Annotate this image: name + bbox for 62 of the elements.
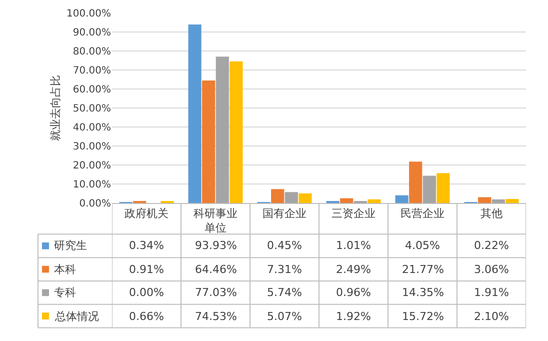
data-label: 64.46%: [195, 263, 237, 276]
y-tick-label: 100.00%: [66, 8, 111, 20]
y-tick-label: 10.00%: [72, 180, 111, 190]
bar: [422, 176, 436, 203]
bar: [506, 199, 519, 203]
data-label: 1.01%: [336, 239, 371, 252]
data-label: 74.53%: [195, 310, 237, 323]
legend-label: 专科: [54, 286, 76, 299]
data-label: 21.77%: [402, 263, 444, 276]
bar: [284, 192, 298, 203]
data-label: 1.92%: [336, 310, 371, 323]
bar: [188, 24, 202, 203]
x-tick-label: 科研事业单位: [194, 207, 238, 234]
data-label: 3.06%: [474, 263, 509, 276]
y-tick-label: 70.00%: [72, 66, 111, 76]
bar: [271, 189, 284, 203]
bar: [492, 199, 505, 203]
y-tick-label: 30.00%: [72, 142, 111, 152]
legend-label: 总体情况: [54, 310, 99, 323]
data-label: 5.74%: [267, 286, 302, 299]
data-label: 2.49%: [336, 263, 371, 276]
x-tick-label: 国有企业: [262, 207, 306, 220]
data-label: 0.00%: [129, 286, 164, 299]
data-label: 1.91%: [474, 286, 509, 299]
x-tick-label: 政府机关: [124, 207, 168, 220]
data-label: 0.66%: [129, 310, 164, 323]
data-label: 5.07%: [267, 310, 302, 323]
data-label: 4.05%: [405, 239, 440, 252]
data-label: 7.31%: [267, 263, 302, 276]
bar: [216, 56, 229, 203]
y-tick-label: 40.00%: [72, 122, 111, 134]
y-tick-label: 50.00%: [72, 104, 111, 114]
data-label: 14.35%: [402, 286, 444, 299]
bar: [478, 197, 492, 203]
bar: [202, 80, 216, 203]
legend-label: 研究生: [54, 239, 87, 252]
bar: [340, 198, 354, 203]
legend-label: 本科: [54, 263, 76, 276]
data-label: 77.03%: [195, 286, 237, 299]
data-label: 2.10%: [474, 310, 509, 323]
x-tick-label: 其他: [480, 207, 502, 220]
y-tick-label: 60.00%: [72, 84, 111, 96]
data-label: 93.93%: [195, 239, 237, 252]
bar: [368, 199, 381, 203]
y-tick-label: 80.00%: [72, 46, 111, 58]
y-tick-label: 20.00%: [72, 160, 111, 172]
bar: [298, 193, 312, 203]
y-tick-label: 0.00%: [79, 198, 111, 210]
data-label: 0.22%: [474, 239, 509, 252]
y-axis-title: 就业去向占比: [49, 75, 62, 141]
data-label: 0.91%: [129, 263, 164, 276]
bar: [230, 61, 243, 203]
data-label: 0.45%: [267, 239, 302, 252]
y-tick-label: 90.00%: [72, 28, 111, 38]
bar: [395, 195, 408, 203]
x-tick-label: 三资企业: [332, 207, 376, 220]
bar: [409, 162, 422, 203]
x-tick-label: 民营企业: [400, 207, 444, 220]
bar: [436, 173, 450, 203]
data-label: 0.34%: [129, 239, 164, 252]
data-label: 15.72%: [402, 310, 444, 323]
data-label: 0.96%: [336, 286, 371, 299]
